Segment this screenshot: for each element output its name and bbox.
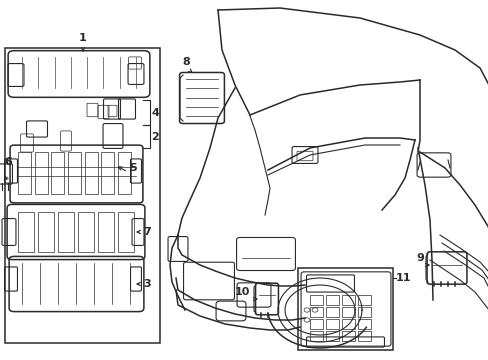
Bar [325, 295, 338, 305]
Bar [98, 212, 114, 252]
Text: 2: 2 [151, 132, 159, 142]
Text: 9: 9 [415, 253, 423, 263]
Bar [84, 152, 98, 194]
Bar [35, 152, 47, 194]
Bar [118, 152, 131, 194]
Bar [38, 212, 54, 252]
Bar [309, 331, 323, 341]
Text: 7: 7 [143, 227, 151, 237]
Text: 3: 3 [143, 279, 150, 289]
Text: 8: 8 [182, 57, 189, 67]
Bar [118, 212, 134, 252]
Bar [325, 331, 338, 341]
Bar [325, 319, 338, 329]
Bar [101, 152, 114, 194]
Bar [68, 152, 81, 194]
Bar [341, 331, 354, 341]
Bar [357, 319, 370, 329]
Text: 1: 1 [79, 33, 87, 43]
Bar [51, 152, 64, 194]
Bar [297, 268, 392, 350]
Bar [341, 319, 354, 329]
Bar [341, 295, 354, 305]
Text: 10: 10 [234, 287, 249, 297]
Bar [58, 212, 74, 252]
Bar [357, 295, 370, 305]
Bar [18, 212, 34, 252]
Bar [357, 331, 370, 341]
Bar [309, 319, 323, 329]
Text: 4: 4 [151, 108, 159, 118]
Bar [357, 307, 370, 317]
Text: 6: 6 [4, 157, 12, 167]
Bar [341, 307, 354, 317]
Bar [309, 295, 323, 305]
Bar [5, 48, 160, 343]
Text: 5: 5 [129, 163, 137, 173]
Bar [18, 152, 31, 194]
Bar [309, 307, 323, 317]
Bar [325, 307, 338, 317]
Bar [78, 212, 94, 252]
Text: 11: 11 [394, 273, 410, 283]
